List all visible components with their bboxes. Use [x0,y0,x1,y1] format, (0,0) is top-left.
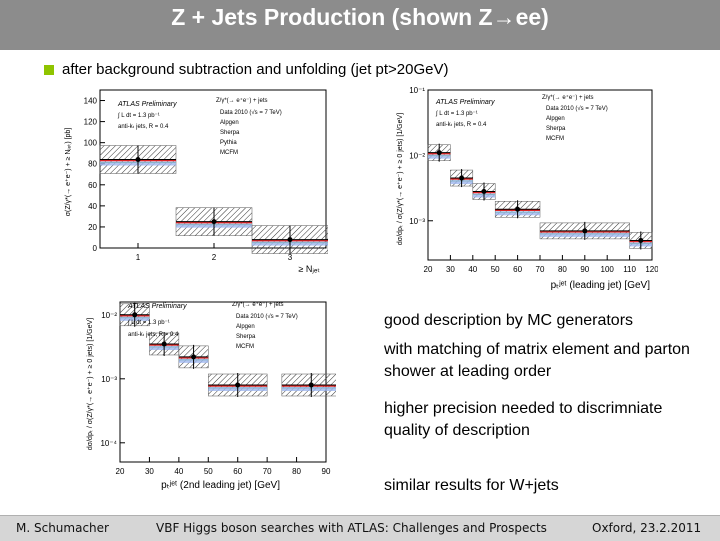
text-matching: with matching of matrix element and part… [384,341,690,380]
algo-label: anti-kₜ jets, R = 0.4 [128,332,179,338]
y-tick-label: 10⁻² [409,151,425,160]
data-point [638,237,644,243]
x-tick-label: 60 [233,467,242,476]
y-tick-label: 80 [88,160,97,169]
x-tick-label: 120 [645,265,658,274]
bullet-text: after background subtraction and unfoldi… [62,61,449,78]
atlas-label: ATLAS Preliminary [117,101,177,108]
data-point [436,150,442,156]
data-point [287,237,293,243]
data-point [582,228,588,234]
x-tick-label: 30 [145,467,154,476]
text-precision: higher precision needed to discrimniate … [384,400,663,439]
x-tick-label: 80 [292,467,301,476]
x-tick-label: 30 [446,265,455,274]
legend-alpgen: Alpgen [236,324,255,330]
x-tick-label: 1 [136,253,141,262]
y-tick-label: 10⁻³ [409,217,425,226]
y-tick-label: 0 [93,244,98,253]
legend-sherpa: Sherpa [546,126,566,132]
xlabel: pₜʲᵉᵗ (2nd leading jet) [GeV] [161,480,280,491]
plot-leading-jet: dσ/dpₜ / σ(Z/γ*(→ e⁺e⁻) + ≥ 0 jets) [1/G… [390,84,658,292]
legend-title: Z/γ*(→ e⁺e⁻) + jets [542,94,594,101]
x-tick-label: 50 [491,265,500,274]
data-point [161,341,167,347]
text-w-jets: similar results for W+jets [384,477,559,494]
x-tick-label: 3 [288,253,293,262]
mcfm-band [281,387,336,392]
ylabel: dσ/dpₜ / σ(Z/γ*(→ e⁺e⁻) + ≥ 0 jets) [1/G… [397,113,404,245]
y-tick-label: 40 [88,202,97,211]
x-tick-label: 60 [513,265,522,274]
data-point [135,157,141,163]
bullet-square-icon [44,65,54,76]
atlas-label: ATLAS Preliminary [435,99,495,106]
y-tick-label: 10⁻³ [101,375,117,384]
x-tick-label: 100 [601,265,615,274]
xlabel: ≥ Nⱼₑₜ [298,264,320,274]
legend-title: Z/γ*(→ e⁺e⁻) + jets [216,97,268,104]
x-tick-label: 80 [558,265,567,274]
data-point [211,219,217,225]
x-tick-label: 50 [204,467,213,476]
y-tick-label: 140 [84,97,98,106]
data-point [515,206,521,212]
data-point [235,382,241,388]
y-tick-label: 10⁻⁴ [100,439,117,448]
slide-title: Z + Jets Production (shown Z→ee) [171,4,549,30]
legend-alpgen: Alpgen [546,116,565,122]
x-tick-label: 70 [263,467,272,476]
legend-mcfm: MCFM [220,150,238,156]
lumi-label: ∫ L dt = 1.3 pb⁻¹ [127,319,170,326]
data-point [132,312,138,318]
lumi-label: ∫ L dt = 1.3 pb⁻¹ [435,110,478,117]
footer: M. Schumacher VBF Higgs boson searches w… [0,515,720,541]
bullet-row: after background subtraction and unfoldi… [44,61,449,78]
lumi-label: ∫ L dt = 1.3 pb⁻¹ [117,112,160,119]
x-tick-label: 90 [580,265,589,274]
title-bar [0,0,720,50]
text-mc-generators: good description by MC generators [384,312,634,329]
legend-sherpa: Sherpa [236,334,256,340]
plot-second-jet: dσ/dpₜ / σ(Z/γ*(→ e⁺e⁻) + ≥ 0 jets) [1/G… [80,296,336,492]
footer-date: Oxford, 23.2.2011 [592,521,702,535]
y-tick-label: 60 [88,181,97,190]
legend-pythia: Pythia [220,140,237,146]
footer-talk-title: VBF Higgs boson searches with ATLAS: Cha… [156,521,547,535]
legend-mcfm: MCFM [546,136,564,142]
y-tick-label: 120 [84,118,98,127]
x-tick-label: 90 [322,467,331,476]
data-point [308,382,314,388]
algo-label: anti-kₜ jets, R = 0.4 [118,124,169,130]
footer-author: M. Schumacher [16,521,109,535]
ylabel: dσ/dpₜ / σ(Z/γ*(→ e⁺e⁻) + ≥ 0 jets) [1/G… [87,318,94,450]
legend-data: Data 2010 (√s = 7 TeV) [220,109,282,116]
legend-mcfm: MCFM [236,344,254,350]
x-tick-label: 40 [468,265,477,274]
legend-title: Z/γ*(→ e⁺e⁻) + jets [232,301,284,308]
ylabel: σ(Z/γ*(→ e⁺e⁻) + ≥ Nⱼₑₜ) [pb] [65,128,72,217]
algo-label: anti-kₜ jets, R = 0.4 [436,122,487,128]
legend-data: Data 2010 (√s = 7 TeV) [546,105,608,112]
data-point [459,175,465,181]
xlabel: pₜʲᵉᵗ (leading jet) [GeV] [551,280,651,291]
plot-njet: σ(Z/γ*(→ e⁺e⁻) + ≥ Nⱼₑₜ) [pb] 0 20 40 60 80 1… [58,84,328,274]
legend-data: Data 2010 (√s = 7 TeV) [236,313,298,320]
y-tick-label: 10⁻¹ [409,86,425,95]
x-tick-label: 70 [536,265,545,274]
x-tick-label: 20 [116,467,125,476]
data-point [191,354,197,360]
atlas-label: ATLAS Preliminary [127,303,187,310]
x-tick-label: 2 [212,253,217,262]
legend-alpgen: Alpgen [220,120,239,126]
y-tick-label: 100 [84,139,98,148]
x-tick-label: 110 [623,265,636,274]
x-tick-label: 20 [424,265,433,274]
y-tick-label: 20 [88,223,97,232]
y-tick-label: 10⁻² [101,311,117,320]
x-tick-label: 40 [174,467,183,476]
legend-sherpa: Sherpa [220,130,240,136]
data-point [481,189,487,195]
